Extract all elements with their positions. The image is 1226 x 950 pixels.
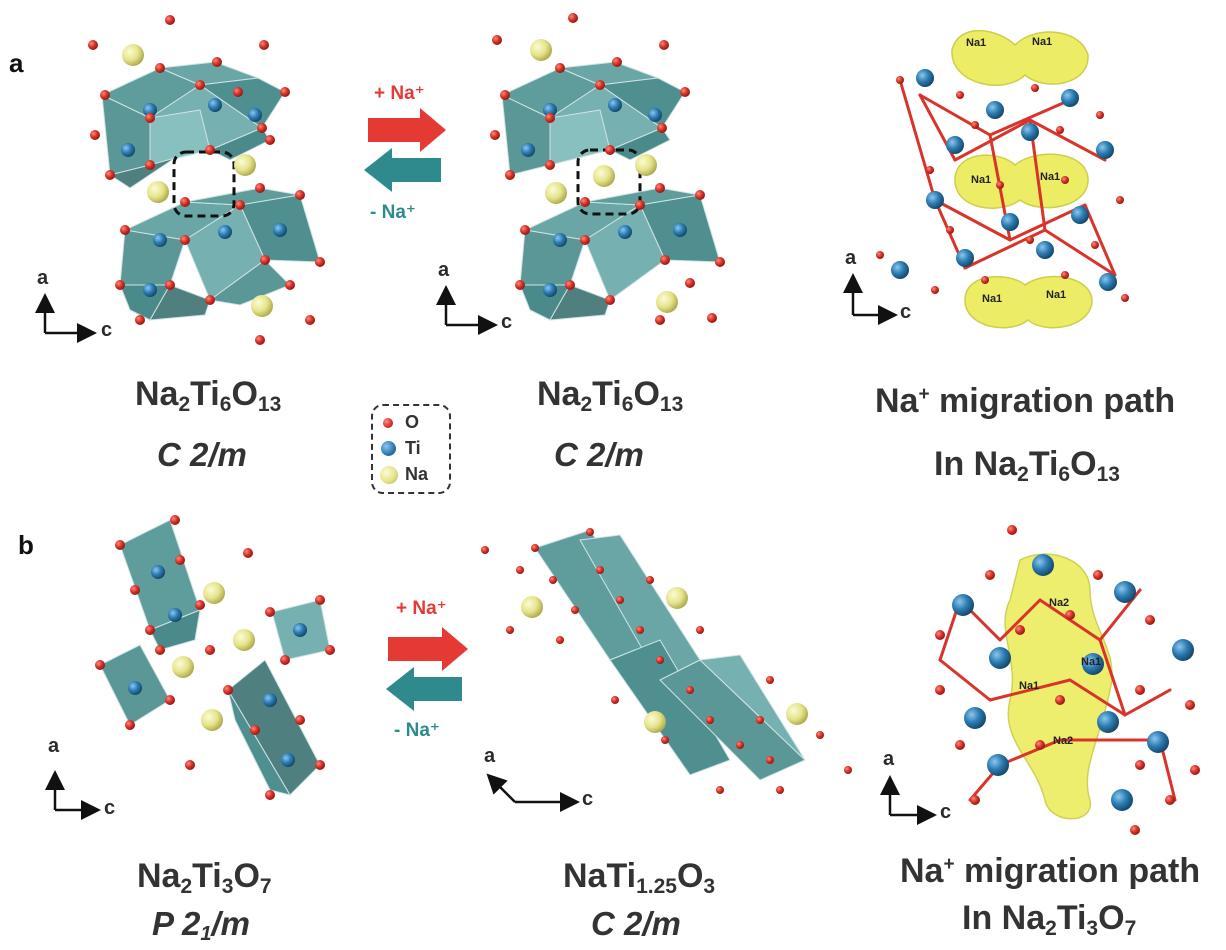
formula-a2: Na2Ti6O13 — [537, 375, 684, 416]
insert-label-b: + Na⁺ — [396, 598, 447, 619]
na-atoms — [530, 39, 678, 313]
site-label: Na1 — [1019, 680, 1040, 692]
extract-label-a: - Na⁺ — [370, 202, 416, 223]
space-group-b1: P 21/m — [152, 905, 250, 945]
space-group-b2: C 2/m — [591, 905, 681, 942]
axis-label-a: a — [438, 259, 450, 281]
sodium-atom-icon — [380, 466, 398, 484]
na-atoms — [122, 44, 273, 317]
panel-label-a: a — [9, 48, 24, 78]
panel-label-b: b — [18, 530, 34, 560]
formula-b1: Na2Ti3O7 — [137, 857, 272, 898]
axis-label-a: a — [484, 745, 496, 767]
structure-b1 — [95, 515, 335, 800]
axis-label-a: a — [48, 735, 60, 757]
site-label: Na1 — [966, 37, 987, 49]
migration-subtitle-a: In Na2Ti6O13 — [934, 445, 1120, 486]
extract-label-b: - Na⁺ — [394, 720, 440, 741]
ti-atoms — [128, 565, 307, 767]
axis-label-c: c — [582, 788, 594, 810]
axis-label-a: a — [883, 748, 895, 770]
oxygen-atom-icon — [383, 418, 393, 428]
axis-label-c: c — [501, 311, 513, 333]
octahedra-layer-lower — [519, 187, 721, 321]
insertion-arrow — [368, 108, 446, 152]
axis-label-c: c — [104, 797, 116, 819]
ti-atoms — [121, 98, 287, 297]
axis-label-c: c — [900, 301, 912, 323]
vacancy-site-box — [172, 150, 236, 218]
site-label: Na2 — [1053, 735, 1074, 747]
oxygen-atoms — [935, 525, 1200, 835]
space-group-a2: C 2/m — [554, 436, 644, 473]
ti-atoms — [952, 554, 1194, 811]
extraction-arrow — [386, 667, 462, 711]
bonds — [938, 588, 1177, 802]
na-atoms — [172, 582, 255, 731]
migration-title-b: Na+ migration path — [900, 852, 1201, 890]
ti-atoms — [891, 69, 1117, 291]
oxygen-atoms — [490, 13, 725, 325]
site-label: Na2 — [1049, 597, 1070, 609]
titanium-atom-icon — [381, 441, 396, 456]
site-label: Na1 — [1046, 289, 1067, 301]
migration-title-a: Na+ migration path — [875, 382, 1176, 420]
extraction-arrow — [364, 148, 441, 192]
atom-legend: O Ti Na — [371, 404, 451, 494]
octahedra-layer-lower — [119, 187, 321, 321]
oxygen-atoms — [876, 76, 1129, 302]
structure-a1 — [88, 15, 325, 345]
reaction-arrows-b — [386, 627, 468, 711]
na-isosurfaces — [951, 29, 1093, 329]
axis-label-c: c — [101, 319, 113, 341]
site-label: Na1 — [1040, 171, 1061, 183]
migration-path-b — [935, 525, 1200, 835]
axes-indicators — [35, 273, 937, 825]
space-group-a1: C 2/m — [157, 436, 247, 473]
reaction-arrows-a — [364, 108, 446, 192]
insertion-arrow — [388, 627, 468, 671]
oxygen-atoms — [95, 515, 335, 800]
site-label: Na1 — [1032, 36, 1053, 48]
formula-a1: Na2Ti6O13 — [135, 375, 282, 416]
ti-atoms — [521, 98, 687, 297]
axis-label-a: a — [845, 247, 857, 269]
migration-subtitle-b: In Na2Ti3O7 — [962, 899, 1137, 940]
site-label: Na1 — [1081, 656, 1102, 668]
axis-label-c: c — [940, 801, 952, 823]
site-label: Na1 — [982, 293, 1003, 305]
migration-path-a — [876, 29, 1129, 329]
axis-label-a: a — [37, 267, 49, 289]
na-atoms — [521, 587, 808, 733]
structure-a2 — [490, 13, 725, 325]
formula-b2: NaTi1.25O3 — [563, 857, 716, 898]
insert-label-a: + Na⁺ — [374, 83, 425, 104]
site-label: Na1 — [971, 174, 992, 186]
octahedra-layer-upper — [100, 61, 286, 189]
oxygen-atoms — [88, 15, 325, 345]
oxygen-atoms — [481, 528, 852, 794]
structure-b2 — [481, 528, 852, 794]
